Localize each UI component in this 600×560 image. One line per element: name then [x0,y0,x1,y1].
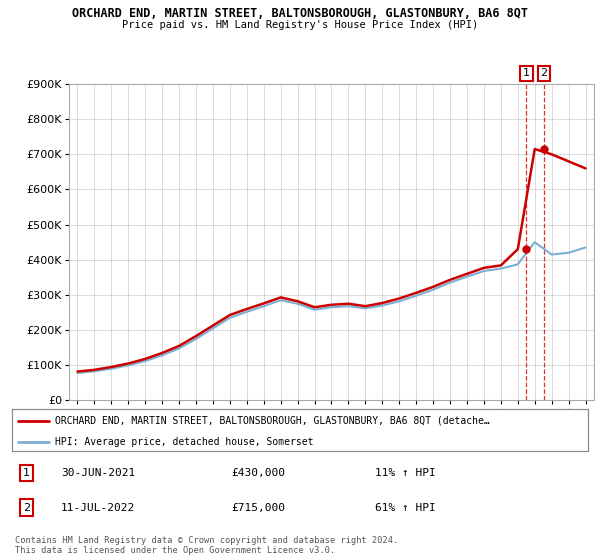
Text: Price paid vs. HM Land Registry's House Price Index (HPI): Price paid vs. HM Land Registry's House … [122,20,478,30]
Text: ORCHARD END, MARTIN STREET, BALTONSBOROUGH, GLASTONBURY, BA6 8QT (detache…: ORCHARD END, MARTIN STREET, BALTONSBOROU… [55,416,490,426]
Text: 61% ↑ HPI: 61% ↑ HPI [375,503,436,513]
Text: 11% ↑ HPI: 11% ↑ HPI [375,468,436,478]
Text: Contains HM Land Registry data © Crown copyright and database right 2024.
This d: Contains HM Land Registry data © Crown c… [15,536,398,556]
Text: ORCHARD END, MARTIN STREET, BALTONSBOROUGH, GLASTONBURY, BA6 8QT: ORCHARD END, MARTIN STREET, BALTONSBOROU… [72,7,528,20]
Text: 2: 2 [541,68,547,78]
Text: 2: 2 [23,503,30,513]
Text: 30-JUN-2021: 30-JUN-2021 [61,468,135,478]
Text: 11-JUL-2022: 11-JUL-2022 [61,503,135,513]
Text: HPI: Average price, detached house, Somerset: HPI: Average price, detached house, Some… [55,437,314,446]
Text: 1: 1 [23,468,30,478]
Text: £715,000: £715,000 [231,503,285,513]
Text: 1: 1 [523,68,530,78]
Text: £430,000: £430,000 [231,468,285,478]
